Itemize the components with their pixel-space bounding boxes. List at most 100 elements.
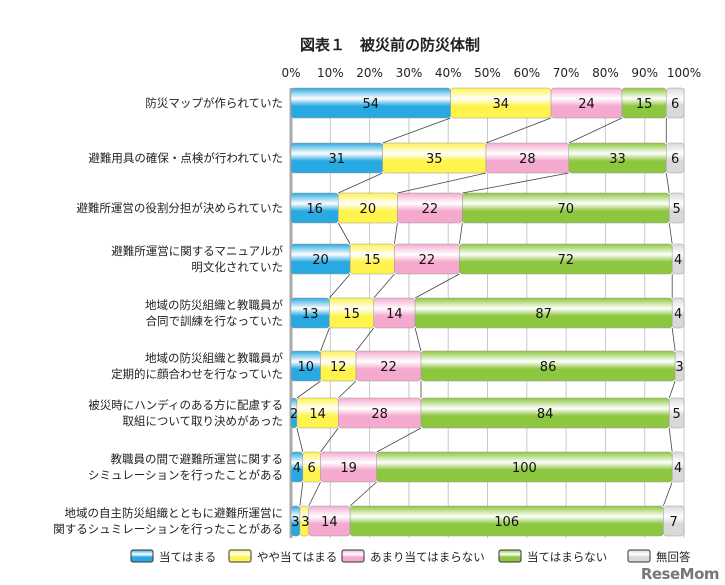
connector-line xyxy=(397,172,487,194)
connector-line xyxy=(349,481,377,507)
data-label: 20 xyxy=(360,202,377,217)
data-label: 4 xyxy=(674,253,682,268)
data-label: 22 xyxy=(380,360,397,375)
category-label: 被災時にハンディのある方に配慮する xyxy=(88,398,283,412)
legend-label: あまり当てはまらない xyxy=(370,550,485,564)
data-label: 35 xyxy=(426,152,443,167)
connector-line xyxy=(296,427,304,453)
data-label: 10 xyxy=(298,360,315,375)
connector-line xyxy=(376,427,422,453)
connector-line xyxy=(459,222,463,245)
connector-line xyxy=(355,327,375,352)
data-label: 3 xyxy=(301,515,309,530)
x-tick-label: 0% xyxy=(281,66,300,80)
category-label: 地域の自主防災組織とともに避難所運営に xyxy=(65,506,284,520)
data-label: 7 xyxy=(670,515,678,530)
data-label: 5 xyxy=(672,407,680,422)
legend-swatch xyxy=(130,549,154,563)
connector-line xyxy=(373,273,395,299)
data-label: 14 xyxy=(321,515,338,530)
connector-line xyxy=(668,222,673,245)
category-label: 関するシュミレーションを行ったことがある xyxy=(53,522,283,536)
bar-segment xyxy=(671,451,685,483)
connector-line xyxy=(394,222,398,245)
data-label: 106 xyxy=(494,515,519,530)
data-label: 4 xyxy=(674,307,682,322)
watermark-logo: ReseMom xyxy=(640,565,720,583)
category-label: 教職員の間で避難所運営に関する xyxy=(111,452,284,466)
category-label: 取組について取り決めがあった xyxy=(122,414,283,428)
data-label: 5 xyxy=(672,202,680,217)
connector-line xyxy=(668,427,673,453)
bar-segment xyxy=(671,297,685,329)
connector-line xyxy=(462,172,569,194)
x-tick-label: 100% xyxy=(667,66,701,80)
category-label: 避難所運営の役割分担が決められていた xyxy=(76,201,283,215)
data-label: 13 xyxy=(302,307,319,322)
legend-label: やや当てはまる xyxy=(257,550,337,564)
category-label: 防災マップが作られていた xyxy=(145,96,283,110)
data-label: 33 xyxy=(609,152,626,167)
legend-swatch xyxy=(498,549,522,563)
category-label: 地域の防災組織と教職員が xyxy=(145,298,283,312)
legend-swatch xyxy=(228,549,252,563)
bar-segment xyxy=(668,192,685,224)
data-label: 70 xyxy=(558,202,575,217)
category-label: シミュレーションを行ったことがある xyxy=(88,468,283,482)
x-tick-label: 60% xyxy=(513,66,540,80)
connector-line xyxy=(296,380,321,399)
bar-segment xyxy=(666,87,685,119)
bar-segment xyxy=(668,397,685,429)
x-tick-label: 30% xyxy=(396,66,423,80)
bar-segment xyxy=(663,505,685,537)
data-label: 4 xyxy=(674,461,682,476)
data-label: 15 xyxy=(343,307,360,322)
bar-segment xyxy=(674,350,685,382)
connector-line xyxy=(668,380,676,399)
category-label: 避難所運営に関するマニュアルが xyxy=(111,244,283,258)
category-label: 地域の防災組織と教職員が xyxy=(145,351,283,365)
x-tick-label: 20% xyxy=(356,66,383,80)
data-label: 14 xyxy=(309,407,326,422)
data-label: 19 xyxy=(340,461,357,476)
x-tick-label: 80% xyxy=(592,66,619,80)
data-label: 16 xyxy=(306,202,323,217)
bar-segment xyxy=(671,243,685,275)
data-label: 31 xyxy=(329,152,346,167)
connector-line xyxy=(338,380,357,399)
data-label: 22 xyxy=(419,253,436,268)
connector-line xyxy=(337,222,351,245)
legend-label: 当てはまらない xyxy=(527,550,607,564)
data-label: 24 xyxy=(578,97,595,112)
connector-line xyxy=(414,273,460,299)
data-label: 6 xyxy=(308,461,316,476)
connector-line xyxy=(671,327,676,352)
data-label: 4 xyxy=(293,461,301,476)
category-label: 合同で訓練を行なっていた xyxy=(146,314,283,328)
x-tick-label: 50% xyxy=(474,66,501,80)
connector-line xyxy=(382,117,451,144)
data-label: 28 xyxy=(519,152,536,167)
connector-line xyxy=(329,273,351,299)
connector-line xyxy=(320,427,339,453)
chart-title: 図表１ 被災前の防災体制 xyxy=(299,36,480,54)
data-label: 28 xyxy=(371,407,388,422)
legend-swatch xyxy=(341,549,365,563)
data-label: 3 xyxy=(291,515,299,530)
data-label: 15 xyxy=(636,97,653,112)
data-label: 54 xyxy=(363,97,380,112)
x-tick-label: 10% xyxy=(317,66,344,80)
connector-line xyxy=(568,117,623,144)
data-label: 14 xyxy=(386,307,403,322)
x-tick-label: 40% xyxy=(435,66,462,80)
data-label: 84 xyxy=(537,407,554,422)
data-label: 2 xyxy=(290,407,298,422)
legend-label: 当てはまる xyxy=(159,550,216,564)
category-label: 明文化されていた xyxy=(191,260,283,274)
data-label: 6 xyxy=(671,97,679,112)
connector-line xyxy=(299,481,304,507)
x-tick-label: 90% xyxy=(631,66,658,80)
category-label: 定期的に顔合わせを行なっていた xyxy=(111,367,283,381)
